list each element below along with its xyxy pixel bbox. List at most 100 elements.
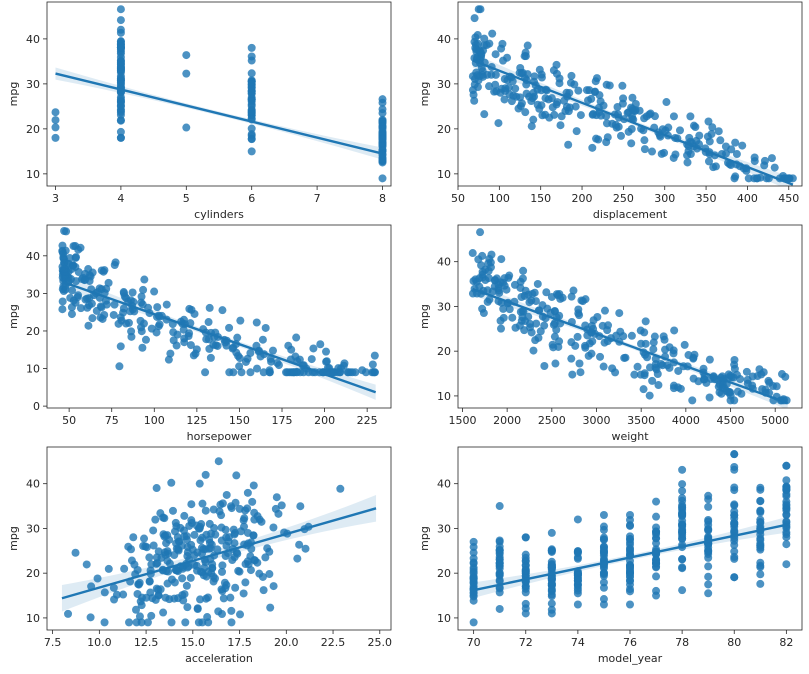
data-point xyxy=(574,305,583,314)
data-point xyxy=(156,509,165,518)
data-point xyxy=(662,98,671,107)
data-point xyxy=(547,590,556,599)
data-point xyxy=(684,147,693,156)
data-point xyxy=(596,97,605,106)
data-point xyxy=(680,340,689,349)
data-point xyxy=(603,326,612,335)
data-point xyxy=(173,330,182,339)
data-point xyxy=(116,16,125,25)
data-point xyxy=(78,275,87,284)
data-point xyxy=(98,314,107,323)
data-point xyxy=(627,139,636,148)
data-point xyxy=(488,29,497,38)
x-axis-label: cylinders xyxy=(194,208,244,221)
data-point xyxy=(100,588,109,597)
data-point xyxy=(219,594,228,603)
data-point xyxy=(692,136,701,145)
data-point xyxy=(573,547,582,556)
data-point xyxy=(730,174,739,183)
axes-frame xyxy=(457,1,803,187)
data-point xyxy=(86,613,95,622)
data-point xyxy=(205,544,214,553)
data-point xyxy=(163,531,172,540)
x-tick-label: 72 xyxy=(519,636,533,649)
data-point xyxy=(518,68,527,77)
data-point xyxy=(469,592,478,601)
data-point xyxy=(140,534,149,543)
data-point xyxy=(473,71,482,80)
data-point xyxy=(58,285,67,294)
data-point xyxy=(686,112,695,121)
data-point xyxy=(669,346,678,355)
data-point xyxy=(265,368,274,377)
data-point xyxy=(654,381,663,390)
data-point xyxy=(538,301,547,310)
data-point xyxy=(137,601,146,610)
data-point xyxy=(540,362,549,371)
data-point xyxy=(224,537,233,546)
data-point xyxy=(116,342,125,351)
x-axis-label: acceleration xyxy=(185,652,253,665)
data-point xyxy=(116,133,125,142)
data-point xyxy=(253,558,262,567)
data-point xyxy=(648,147,657,156)
data-point xyxy=(237,368,246,377)
data-point xyxy=(756,485,765,494)
data-point xyxy=(587,94,596,103)
data-point xyxy=(616,131,625,140)
data-point xyxy=(152,553,161,562)
data-point xyxy=(661,126,670,135)
data-point xyxy=(567,354,576,363)
x-tick-label: 4 xyxy=(117,192,124,205)
data-point xyxy=(207,569,216,578)
data-point xyxy=(657,149,666,158)
data-point xyxy=(756,506,765,515)
data-point xyxy=(480,110,489,119)
data-point xyxy=(630,370,639,379)
data-point xyxy=(222,490,231,499)
x-tick-label: 25.0 xyxy=(368,636,393,649)
y-tick-label: 10 xyxy=(437,168,451,181)
data-point xyxy=(358,366,367,375)
data-point xyxy=(653,370,662,378)
data-point xyxy=(704,553,713,562)
data-point xyxy=(138,343,147,352)
data-point xyxy=(730,450,739,459)
data-point xyxy=(246,566,255,575)
data-point xyxy=(494,119,503,128)
data-point xyxy=(474,5,483,14)
data-point xyxy=(652,539,661,548)
data-point xyxy=(704,117,713,126)
data-point xyxy=(556,121,565,130)
data-point xyxy=(277,501,286,510)
data-point xyxy=(243,488,252,497)
data-point xyxy=(730,552,739,561)
data-point xyxy=(626,600,634,609)
data-point xyxy=(263,544,272,553)
data-point xyxy=(71,253,80,262)
data-point xyxy=(200,563,209,572)
data-point xyxy=(336,484,345,493)
data-point xyxy=(166,349,175,358)
data-point xyxy=(241,357,250,366)
data-point xyxy=(485,82,493,91)
data-point xyxy=(678,494,687,503)
data-point xyxy=(676,384,685,393)
x-tick-label: 50 xyxy=(62,414,76,427)
data-point xyxy=(261,553,270,562)
data-point xyxy=(548,340,557,349)
data-point xyxy=(92,306,101,315)
data-point xyxy=(84,321,93,330)
x-tick-label: 4500 xyxy=(717,414,745,427)
y-tick-label: 40 xyxy=(26,33,40,46)
data-point xyxy=(142,543,151,552)
data-point xyxy=(704,572,713,581)
data-point xyxy=(222,581,231,590)
data-point xyxy=(217,523,226,532)
data-point xyxy=(205,538,214,547)
axes-frame xyxy=(46,224,392,409)
data-point xyxy=(725,160,734,169)
data-point xyxy=(116,43,125,52)
data-point xyxy=(730,511,739,520)
data-point xyxy=(161,593,170,602)
